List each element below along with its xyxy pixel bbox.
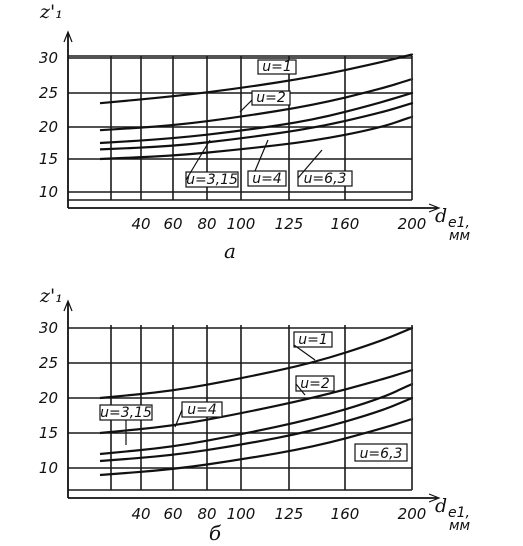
series-line-u-2 xyxy=(99,77,414,132)
x-axis-arrow xyxy=(428,493,441,503)
x-tick-label: 40 xyxy=(131,505,150,523)
series-label-box xyxy=(257,59,297,75)
series-label: u=6,3 xyxy=(360,446,403,462)
x-axis-label: d xyxy=(435,495,447,517)
series-line-u-1 xyxy=(99,326,414,400)
series-line-u-4 xyxy=(99,102,414,151)
series-line-u-3-15 xyxy=(99,91,414,145)
chart-panel-a: 10 15 20 25 30 40 60 80 100 125 160 200 z'₁ d e1,мм u=1… xyxy=(39,1,471,263)
x-tick-label: 100 xyxy=(227,215,256,233)
series-label-leader xyxy=(239,99,253,113)
series-label: u=3,15 xyxy=(100,405,152,421)
y-axis-label: z'₁ xyxy=(39,1,63,23)
x-tick-label: 160 xyxy=(331,215,360,233)
series-label-box xyxy=(295,375,335,392)
x-axis-label: d xyxy=(435,205,447,227)
series-line-u-2 xyxy=(99,368,414,435)
x-tick-label: 80 xyxy=(197,215,216,233)
series-line-u-1 xyxy=(99,53,414,105)
series-label-leader xyxy=(254,139,269,172)
series-label: u=2 xyxy=(256,90,286,106)
series-line-u-6-3 xyxy=(99,417,414,477)
x-axis-label-sub: e1, xyxy=(448,215,470,231)
series-label-leader xyxy=(295,383,306,396)
series-label: u=1 xyxy=(298,332,328,348)
x-tick-label: 160 xyxy=(331,505,360,523)
x-tick-label: 60 xyxy=(163,505,182,523)
y-tick-label: 25 xyxy=(39,354,58,372)
y-tick-label: 20 xyxy=(39,118,58,136)
y-tick-label: 20 xyxy=(39,389,58,407)
series-line-u-3-15 xyxy=(99,382,414,456)
x-tick-label: 40 xyxy=(131,215,150,233)
series-label: u=3,15 xyxy=(186,172,238,188)
y-tick-label: 30 xyxy=(39,319,58,337)
y-tick-label: 25 xyxy=(39,84,58,102)
x-tick-label: 200 xyxy=(398,215,427,233)
series-label: u=4 xyxy=(187,402,217,418)
y-axis-arrow xyxy=(63,30,73,43)
series-label: u=1 xyxy=(262,59,292,75)
x-tick-label: 60 xyxy=(163,215,182,233)
y-axis-arrow xyxy=(63,299,73,312)
series-line-u-6-3 xyxy=(99,115,414,161)
x-axis-unit: мм xyxy=(449,518,471,534)
panel-caption: a xyxy=(224,239,236,263)
series-label-leader xyxy=(185,139,211,181)
series-label-leader xyxy=(297,149,323,179)
chart-panel-b: 10 15 20 25 30 40 60 80 100 125 160 200 z'₁ d e1,мм u=1… xyxy=(39,285,471,545)
y-tick-label: 10 xyxy=(39,183,58,201)
series-label: u=6,3 xyxy=(304,171,347,187)
series-label-box xyxy=(354,443,408,462)
series-label-box xyxy=(293,331,333,348)
x-tick-label: 125 xyxy=(275,215,304,233)
x-axis-arrow xyxy=(428,203,441,213)
series-label: u=2 xyxy=(300,376,330,392)
panel-caption: б xyxy=(209,521,222,545)
x-tick-label: 80 xyxy=(197,505,216,523)
y-tick-label: 15 xyxy=(39,424,58,442)
y-tick-label: 15 xyxy=(39,150,58,168)
series-label-leader xyxy=(174,409,183,428)
series-label-box xyxy=(251,90,291,106)
x-axis-unit: мм xyxy=(449,228,471,244)
series-label: u=4 xyxy=(252,171,282,187)
x-tick-label: 125 xyxy=(275,505,304,523)
series-label-box xyxy=(181,401,223,418)
y-tick-label: 10 xyxy=(39,459,58,477)
y-tick-label: 30 xyxy=(39,49,58,67)
x-axis-label-sub: e1, xyxy=(448,505,470,521)
series-label-leader xyxy=(293,344,316,361)
series-line-u-4 xyxy=(99,396,414,463)
x-tick-label: 200 xyxy=(398,505,427,523)
y-axis-label: z'₁ xyxy=(39,285,63,307)
series-label-box xyxy=(247,170,287,187)
series-label-box xyxy=(297,170,353,187)
x-tick-label: 100 xyxy=(227,505,256,523)
